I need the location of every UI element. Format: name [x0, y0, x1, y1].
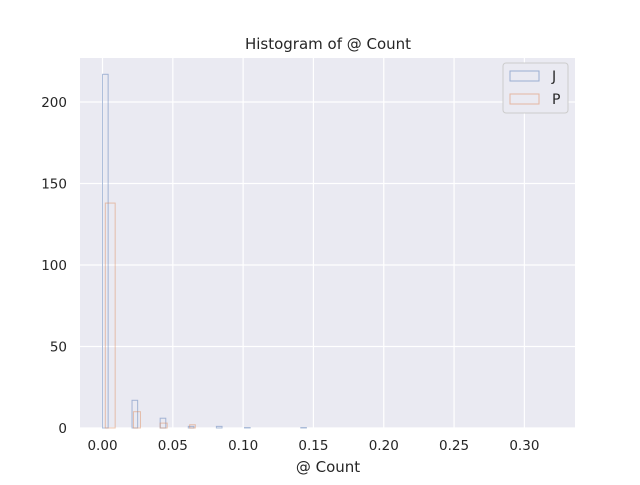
x-tick-label: 0.30 — [509, 438, 539, 454]
legend-label-P: P — [552, 92, 560, 108]
chart-title: Histogram of @ Count — [245, 35, 411, 53]
legend-label-J: J — [551, 69, 556, 85]
x-tick-label: 0.15 — [298, 438, 328, 454]
x-tick-label: 0.10 — [228, 438, 258, 454]
x-tick-label: 0.00 — [87, 438, 117, 454]
legend: JP — [503, 63, 568, 113]
x-tick-label: 0.05 — [158, 438, 188, 454]
y-tick-label: 200 — [41, 95, 67, 111]
x-tick-label: 0.20 — [369, 438, 399, 454]
x-axis-title: @ Count — [296, 458, 360, 476]
plot-background — [80, 58, 575, 428]
y-tick-label: 100 — [41, 258, 67, 274]
y-tick-label: 50 — [50, 340, 67, 356]
y-tick-label: 150 — [41, 177, 67, 193]
y-tick-label: 0 — [58, 421, 67, 437]
x-tick-label: 0.25 — [439, 438, 469, 454]
